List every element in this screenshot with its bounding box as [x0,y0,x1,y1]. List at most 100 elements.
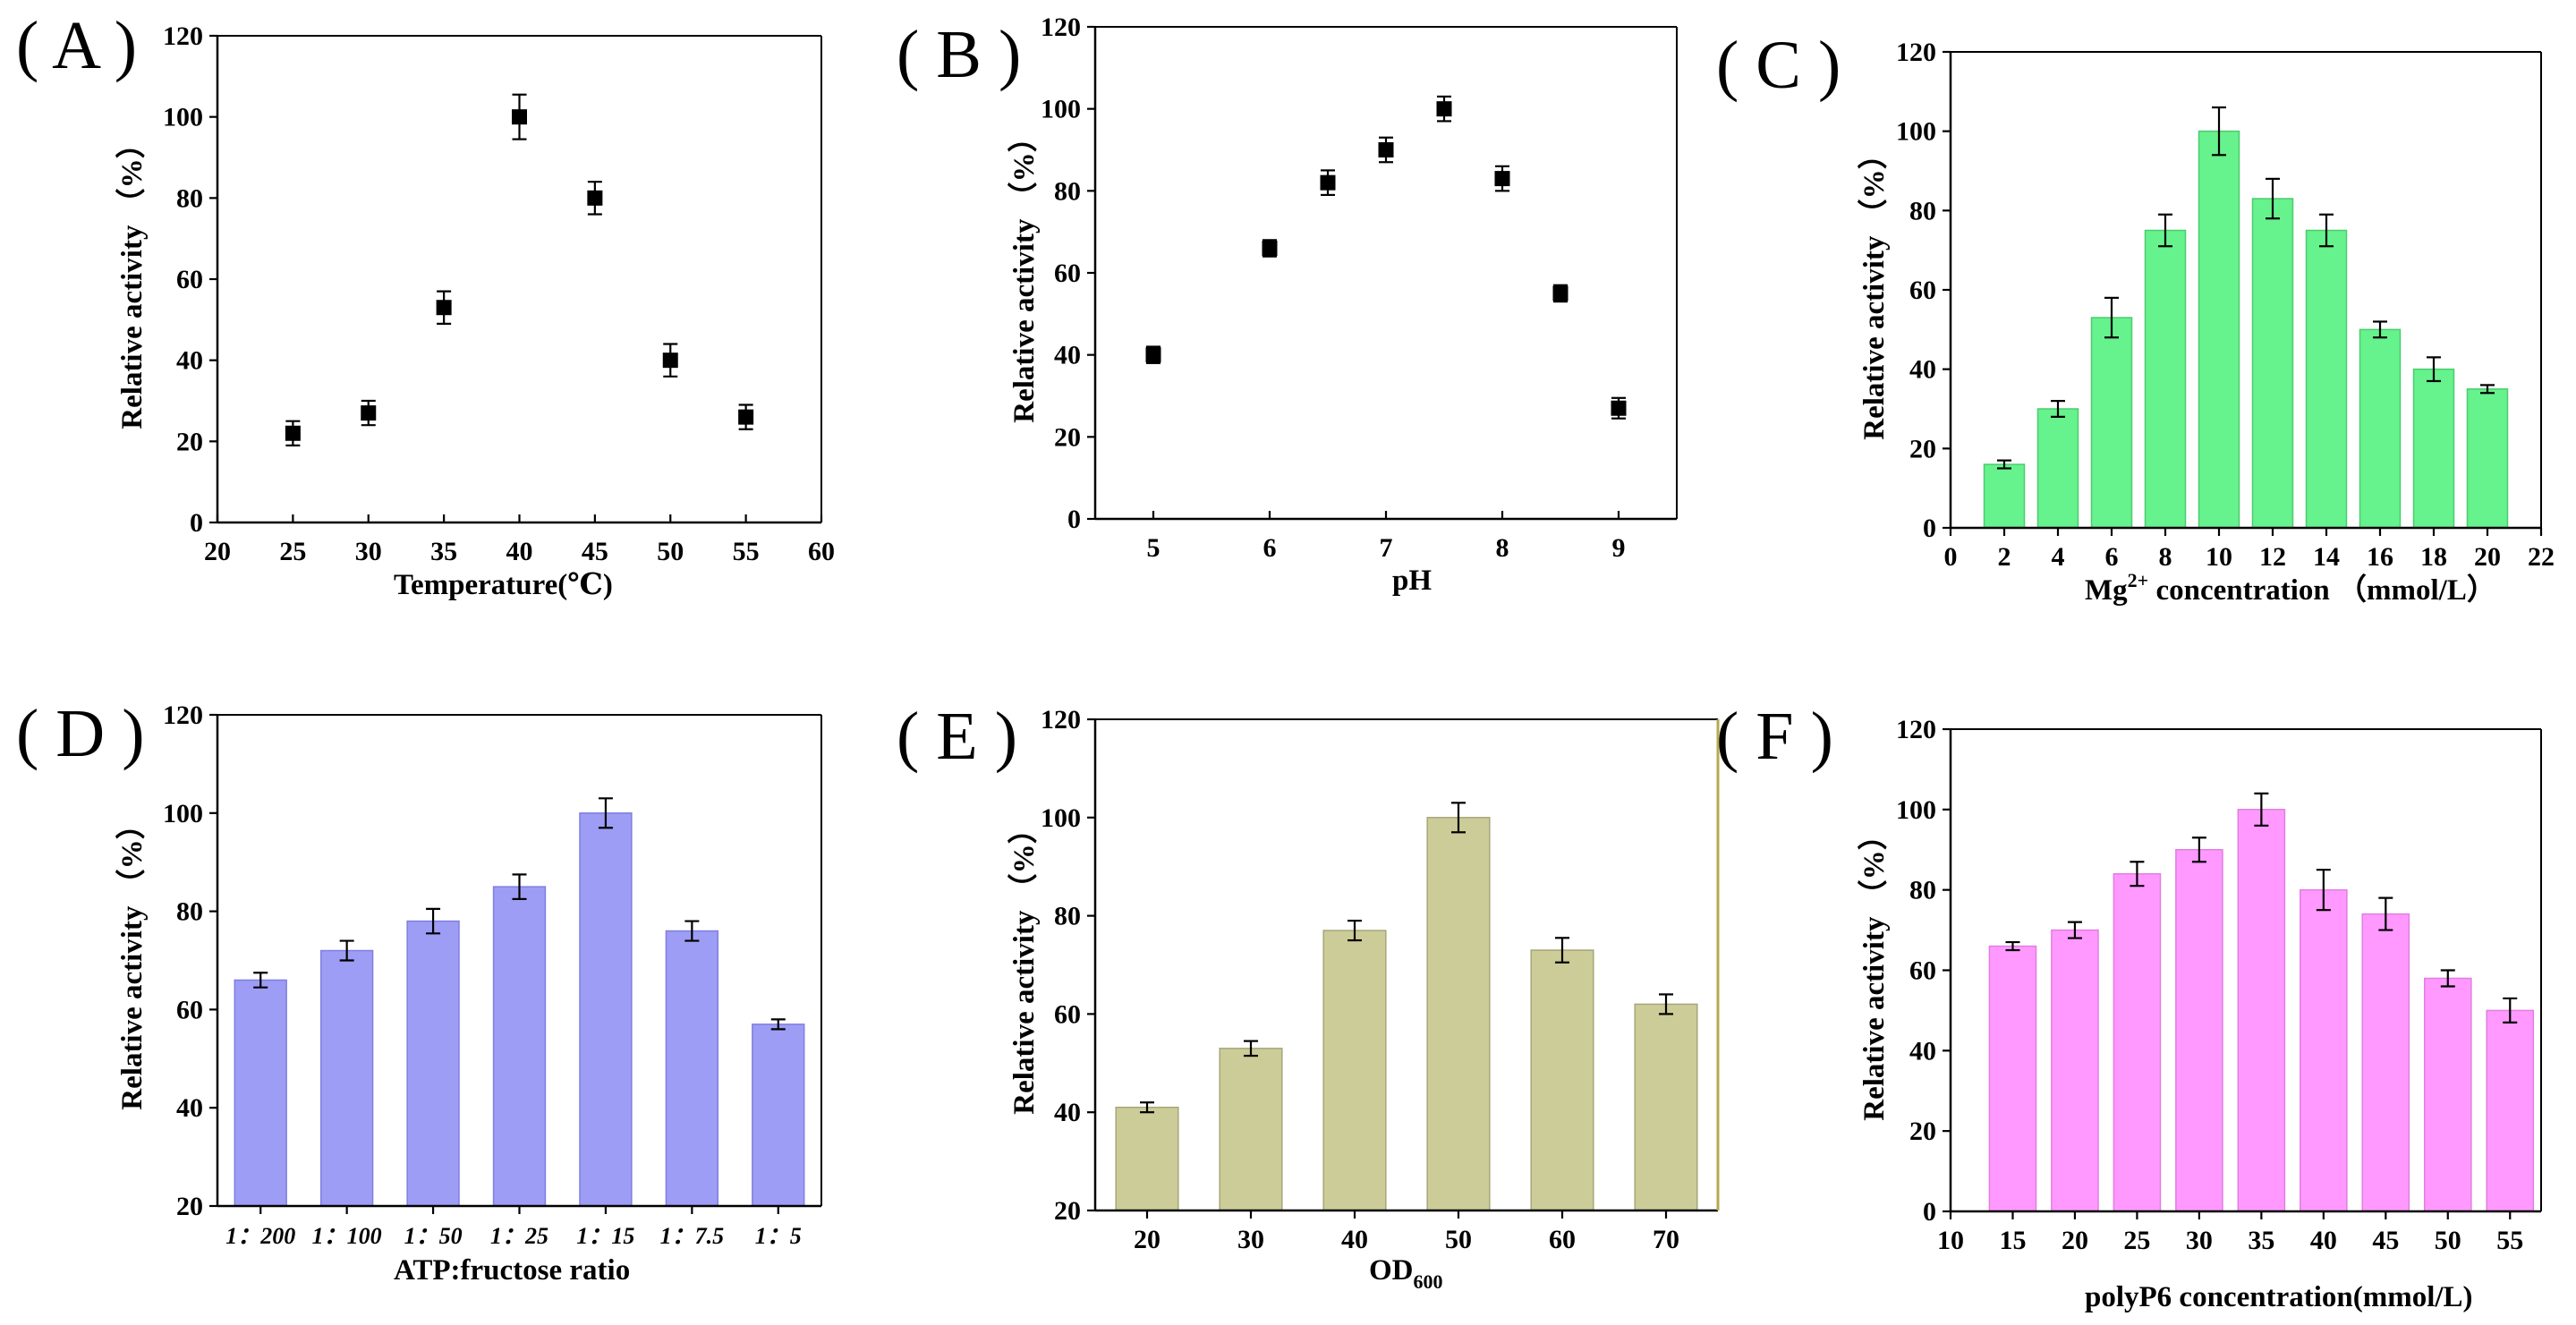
y-axis-title: Relative activity （%） [115,810,149,1109]
x-tick-label: 18 [2420,542,2447,572]
x-axis-title-text: concentration （mmol/L） [2148,573,2496,607]
error-bar [2378,896,2393,931]
y-tick-label: 100 [1896,795,1936,825]
y-tick-label: 40 [1054,1098,1081,1127]
y-tick-label: 0 [1923,1197,1936,1227]
error-bar [2427,356,2441,383]
bar [2090,317,2133,529]
y-tick-label: 20 [176,427,203,456]
x-tick-label: 60 [1549,1225,1576,1254]
bar [579,812,633,1207]
y-tick-label: 0 [1923,514,1936,543]
bar [2361,913,2410,1212]
bar [2036,408,2079,529]
bar [2198,130,2240,529]
x-tick-label: 10 [1937,1226,1964,1255]
error-bar [1244,1040,1258,1057]
bar [2144,229,2187,529]
x-tick-label: 45 [2372,1226,2399,1255]
error-bar [2212,106,2226,157]
error-bar [2319,213,2334,248]
y-tick-label: 60 [1909,956,1936,986]
x-tick-label: 8 [1496,533,1509,563]
chart-panel-f: ( F ) 0 20 40 60 80 100 120 10 15 20 25 30 35 40 45 50 55… [1716,699,2542,1313]
x-axis-title: polyP6 concentration(mmol/L) [2085,1281,2473,1313]
x-tick-label: 14 [2313,542,2340,572]
data-point [1611,400,1627,416]
error-bar [684,920,700,942]
error-bar [2130,861,2145,888]
data-point [1262,241,1278,256]
chart-panel-e: ( E ) 20 40 60 80 100 120 20 30 40 50 60 70 OD600 Rela… [897,699,1720,1293]
y-tick-label: 20 [1054,422,1081,452]
x-tick-label: 22 [2528,542,2555,572]
x-axis-title-prefix: Mg [2085,574,2128,607]
x-tick-label: 60 [808,537,835,566]
bar [1530,949,1594,1211]
y-axis-title: Relative activity （%） [1007,814,1041,1114]
error-bar [426,907,441,935]
x-axis-title: pH [1392,565,1432,597]
y-tick-label: 100 [1041,803,1081,833]
x-tick-label: 12 [2259,542,2286,572]
y-tick-label: 80 [1054,902,1081,931]
error-bar [2266,177,2280,220]
y-tick-label: 60 [176,265,203,294]
x-tick-label: 40 [2310,1226,2337,1255]
bar [2305,229,2348,529]
x-tick-label: 25 [279,537,306,566]
y-tick-label: 120 [1041,705,1081,735]
bar [665,930,719,1207]
y-axis-title: Relative activity （%） [1007,123,1041,422]
data-point [285,425,301,441]
error-bar [1451,802,1466,834]
error-bar [598,797,613,829]
panel-label: ( E ) [897,699,1017,774]
error-bar [1997,459,2011,470]
bar [2237,809,2286,1212]
x-tick-label: 1：7.5 [660,1223,725,1249]
x-tick-label: 50 [657,537,684,566]
y-tick-label: 40 [1909,1036,1936,1066]
y-tick-label: 20 [176,1192,203,1221]
x-tick-label: 16 [2367,542,2393,572]
error-bar [1555,937,1569,964]
bar [2051,929,2099,1212]
error-bar [2440,969,2455,988]
error-bar [512,873,527,900]
data-point [587,190,603,206]
x-tick-label: 55 [2496,1226,2523,1255]
x-tick-label: 2 [1998,542,2011,572]
y-tick-label: 0 [190,508,203,538]
error-bar [2005,940,2020,952]
error-bar [2158,213,2172,248]
bar [319,949,374,1207]
chart-panel-d: ( D ) 20 40 60 80 100 120 1：200 1：100 1：50 1：25 1：1… [16,696,822,1287]
y-tick-label: 40 [1054,341,1081,370]
y-tick-label: 120 [163,21,203,51]
x-tick-label: 15 [1999,1226,2026,1255]
bar [1983,463,2026,529]
bar [1426,817,1491,1211]
x-tick-label: 40 [1341,1225,1368,1254]
error-bar [2373,320,2387,339]
y-tick-label: 40 [176,1093,203,1123]
error-bar [2316,869,2331,912]
y-tick-label: 100 [163,103,203,132]
x-tick-label: 7 [1380,533,1393,563]
y-axis-title: Relative activity （%） [1858,820,1891,1120]
error-bar [2503,997,2518,1023]
y-tick-label: 20 [1909,434,1936,463]
error-bar [770,1018,786,1031]
x-tick-label: 20 [204,537,231,566]
bar [1115,1106,1179,1211]
bar [752,1023,805,1207]
x-axis-title-text: OD [1369,1254,1414,1287]
error-bar [2051,400,2065,418]
data-point [1320,174,1336,191]
y-tick-label: 120 [1041,13,1081,42]
chart-panel-b: ( B ) 0 20 40 60 80 100 120 5 6 7 8 9 pH Relative acti… [897,13,1678,597]
error-bar [2480,384,2495,395]
